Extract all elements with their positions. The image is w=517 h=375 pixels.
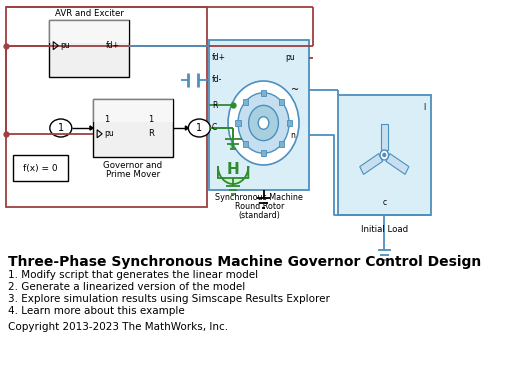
Bar: [93, 99, 173, 122]
Text: Copyright 2013-2023 The MathWorks, Inc.: Copyright 2013-2023 The MathWorks, Inc.: [8, 322, 229, 332]
Text: l: l: [423, 103, 425, 112]
Bar: [279, 141, 284, 147]
Polygon shape: [386, 154, 409, 174]
Text: R: R: [148, 129, 154, 138]
Polygon shape: [186, 126, 188, 130]
Bar: [243, 99, 248, 105]
Text: ~: ~: [291, 85, 299, 95]
Bar: [49, 20, 129, 77]
Text: R: R: [212, 100, 217, 109]
Bar: [279, 99, 284, 105]
Text: fd+: fd+: [105, 41, 119, 50]
Polygon shape: [90, 126, 93, 130]
Circle shape: [238, 93, 289, 153]
Text: 1: 1: [196, 123, 202, 133]
Bar: [261, 90, 266, 96]
Text: Synchronous Machine: Synchronous Machine: [216, 193, 303, 202]
Circle shape: [249, 105, 279, 141]
Text: Three-Phase Synchronous Machine Governor Control Design: Three-Phase Synchronous Machine Governor…: [8, 255, 482, 269]
Bar: [49, 20, 129, 43]
Bar: [209, 40, 309, 190]
Bar: [235, 120, 240, 126]
Text: AVR and Exciter: AVR and Exciter: [55, 9, 124, 18]
Circle shape: [380, 150, 389, 160]
Circle shape: [258, 117, 269, 129]
Bar: [286, 120, 292, 126]
Bar: [13, 155, 68, 181]
Text: 1: 1: [104, 115, 109, 124]
Text: Governor and: Governor and: [103, 161, 162, 170]
Text: Initial Load: Initial Load: [361, 225, 408, 234]
Text: pu: pu: [285, 54, 295, 63]
Text: fd-: fd-: [212, 75, 222, 84]
Text: H: H: [227, 162, 239, 177]
Text: 1: 1: [148, 115, 153, 124]
Text: C: C: [212, 123, 217, 132]
Ellipse shape: [50, 119, 72, 137]
Text: 2. Generate a linearized version of the model: 2. Generate a linearized version of the …: [8, 282, 246, 292]
Text: c: c: [382, 198, 386, 207]
Text: (standard): (standard): [238, 211, 280, 220]
Bar: [243, 141, 248, 147]
Text: f(x) = 0: f(x) = 0: [23, 164, 57, 172]
Bar: [338, 95, 431, 215]
Text: Round Rotor: Round Rotor: [235, 202, 284, 211]
Circle shape: [383, 153, 386, 157]
Ellipse shape: [188, 119, 210, 137]
Text: pu: pu: [104, 129, 114, 138]
Polygon shape: [218, 166, 248, 184]
Bar: [261, 150, 266, 156]
Text: Prime Mover: Prime Mover: [106, 170, 160, 179]
Text: pu: pu: [60, 41, 70, 50]
Bar: [93, 99, 173, 157]
Text: 4. Learn more about this example: 4. Learn more about this example: [8, 306, 185, 316]
Bar: [6, 7, 207, 207]
Circle shape: [228, 81, 299, 165]
Polygon shape: [360, 154, 383, 174]
Text: κ: κ: [229, 141, 234, 150]
Polygon shape: [381, 124, 388, 150]
Text: 3. Explore simulation results using Simscape Results Explorer: 3. Explore simulation results using Sims…: [8, 294, 330, 304]
Text: n: n: [291, 130, 295, 140]
Text: 1: 1: [58, 123, 64, 133]
Text: fd+: fd+: [212, 54, 226, 63]
Text: 1. Modify script that generates the linear model: 1. Modify script that generates the line…: [8, 270, 258, 280]
